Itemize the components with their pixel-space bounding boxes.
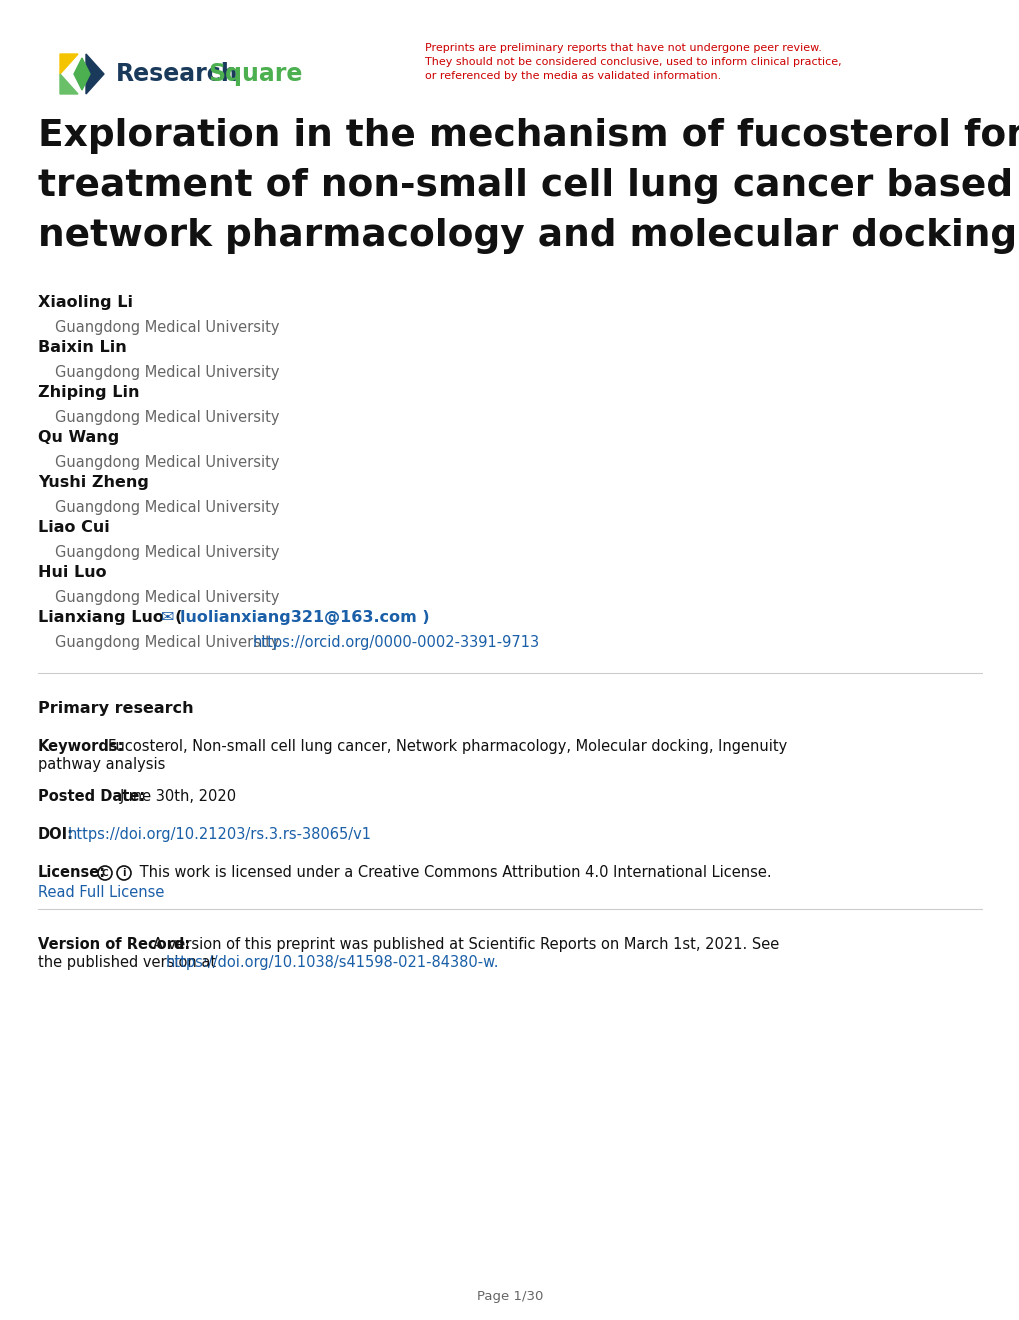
Text: Version of Record:: Version of Record: [38,937,191,952]
Polygon shape [74,58,90,90]
Text: Zhiping Lin: Zhiping Lin [38,385,140,400]
Text: Read Full License: Read Full License [38,884,164,900]
Text: DOI:: DOI: [38,828,74,842]
Text: Guangdong Medical University: Guangdong Medical University [55,319,279,335]
Text: Fucosterol, Non-small cell lung cancer, Network pharmacology, Molecular docking,: Fucosterol, Non-small cell lung cancer, … [108,739,787,754]
Text: Liao Cui: Liao Cui [38,520,110,535]
Text: Guangdong Medical University: Guangdong Medical University [55,455,279,470]
Text: i: i [122,869,125,878]
Text: Yushi Zheng: Yushi Zheng [38,475,149,490]
Text: Page 1/30: Page 1/30 [476,1290,543,1303]
Polygon shape [60,54,77,74]
Text: treatment of non-small cell lung cancer based on: treatment of non-small cell lung cancer … [38,168,1019,205]
Text: Exploration in the mechanism of fucosterol for the: Exploration in the mechanism of fucoster… [38,117,1019,154]
Text: https://orcid.org/0000-0002-3391-9713: https://orcid.org/0000-0002-3391-9713 [253,635,539,649]
Polygon shape [86,74,104,94]
Text: A version of this preprint was published at Scientific Reports on March 1st, 202: A version of this preprint was published… [153,937,779,952]
Text: Posted Date:: Posted Date: [38,789,145,804]
Text: June 30th, 2020: June 30th, 2020 [120,789,236,804]
Text: Guangdong Medical University: Guangdong Medical University [55,545,279,560]
Text: They should not be considered conclusive, used to inform clinical practice,: They should not be considered conclusive… [425,57,841,67]
Polygon shape [60,74,77,94]
Text: Qu Wang: Qu Wang [38,430,119,445]
Text: Xiaoling Li: Xiaoling Li [38,294,132,310]
Text: Guangdong Medical University: Guangdong Medical University [55,500,279,515]
Text: This work is licensed under a Creative Commons Attribution 4.0 International Lic: This work is licensed under a Creative C… [135,865,770,880]
Text: Guangdong Medical University: Guangdong Medical University [55,635,279,649]
Text: Lianxiang Luo  (: Lianxiang Luo ( [38,610,182,624]
Text: Square: Square [208,62,302,86]
Text: the published version at: the published version at [38,954,220,970]
Text: Primary research: Primary research [38,701,194,715]
Text: Guangdong Medical University: Guangdong Medical University [55,366,279,380]
Polygon shape [86,54,104,74]
Text: Guangdong Medical University: Guangdong Medical University [55,411,279,425]
Text: Baixin Lin: Baixin Lin [38,341,126,355]
Text: License:: License: [38,865,106,880]
Text: Keywords:: Keywords: [38,739,124,754]
Text: Research: Research [116,62,238,86]
Text: Guangdong Medical University: Guangdong Medical University [55,590,279,605]
Text: or referenced by the media as validated information.: or referenced by the media as validated … [425,71,720,81]
Text: network pharmacology and molecular docking: network pharmacology and molecular docki… [38,218,1016,253]
Text: Hui Luo: Hui Luo [38,565,107,579]
Text: C: C [102,869,108,878]
Text: ✉ luolianxiang321@163.com ): ✉ luolianxiang321@163.com ) [161,610,430,624]
Text: Preprints are preliminary reports that have not undergone peer review.: Preprints are preliminary reports that h… [425,44,821,53]
Text: https://doi.org/10.1038/s41598-021-84380-w.: https://doi.org/10.1038/s41598-021-84380… [166,954,499,970]
Text: https://doi.org/10.21203/rs.3.rs-38065/v1: https://doi.org/10.21203/rs.3.rs-38065/v… [68,828,372,842]
Text: pathway analysis: pathway analysis [38,756,165,772]
